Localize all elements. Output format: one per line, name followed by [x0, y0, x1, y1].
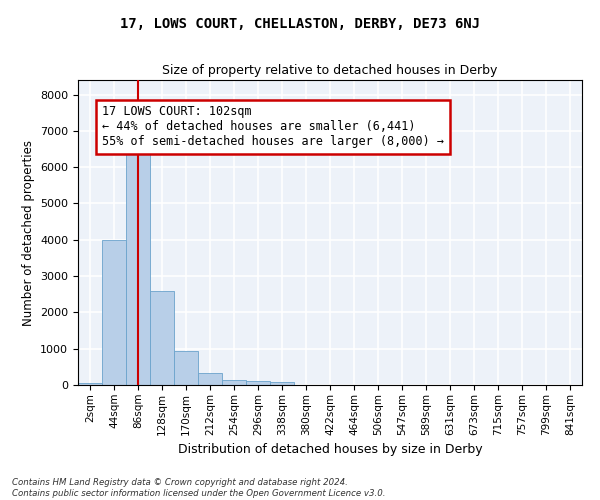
- Y-axis label: Number of detached properties: Number of detached properties: [22, 140, 35, 326]
- Bar: [126, 146, 150, 385]
- X-axis label: Distribution of detached houses by size in Derby: Distribution of detached houses by size …: [178, 443, 482, 456]
- Text: Contains HM Land Registry data © Crown copyright and database right 2024.
Contai: Contains HM Land Registry data © Crown c…: [12, 478, 386, 498]
- Bar: [222, 380, 246, 385]
- Bar: [174, 350, 198, 385]
- Bar: [246, 380, 270, 385]
- Bar: [198, 373, 222, 385]
- Bar: [102, 240, 126, 385]
- Bar: [78, 383, 102, 385]
- Text: 17, LOWS COURT, CHELLASTON, DERBY, DE73 6NJ: 17, LOWS COURT, CHELLASTON, DERBY, DE73 …: [120, 18, 480, 32]
- Bar: [150, 290, 174, 385]
- Text: 17 LOWS COURT: 102sqm
← 44% of detached houses are smaller (6,441)
55% of semi-d: 17 LOWS COURT: 102sqm ← 44% of detached …: [102, 106, 444, 148]
- Title: Size of property relative to detached houses in Derby: Size of property relative to detached ho…: [163, 64, 497, 78]
- Bar: [270, 382, 294, 385]
